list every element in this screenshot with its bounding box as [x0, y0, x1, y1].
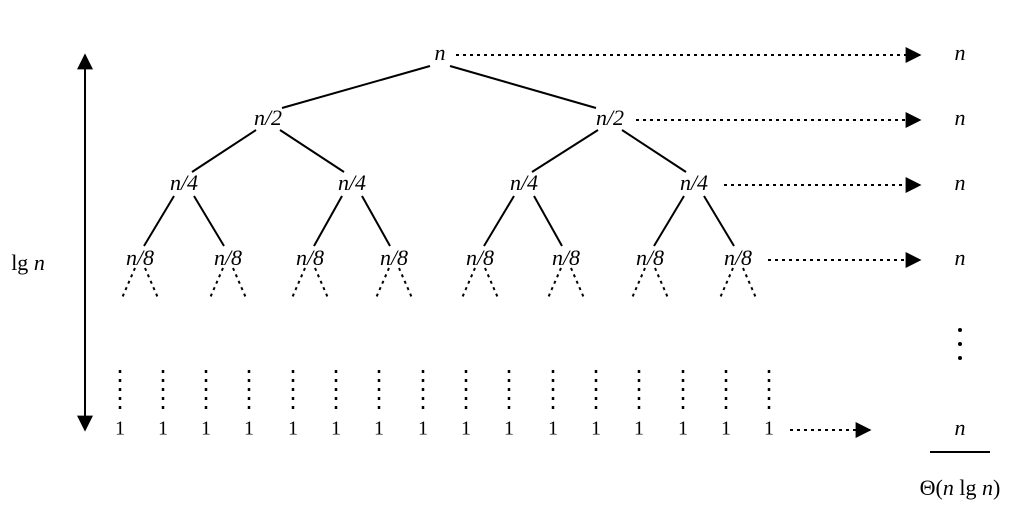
row-total: n: [955, 170, 966, 195]
tree-node: n/8: [636, 245, 664, 270]
row-total: n: [955, 105, 966, 130]
leaf-node: 1: [504, 418, 514, 440]
leaf-node: 1: [331, 418, 341, 440]
tree-node: n/2: [596, 105, 624, 130]
leaf-node: 1: [678, 418, 688, 440]
tree-node: n/4: [170, 170, 198, 195]
leaf-node: 1: [548, 418, 558, 440]
row-total: n: [955, 40, 966, 65]
leaf-node: 1: [158, 418, 168, 440]
tree-node: n/4: [338, 170, 366, 195]
tree-node: n/8: [126, 245, 154, 270]
tree-node: n/8: [296, 245, 324, 270]
row-total: n: [955, 245, 966, 270]
tree-node: n/8: [552, 245, 580, 270]
tree-node: n/8: [466, 245, 494, 270]
leaf-node: 1: [721, 418, 731, 440]
leaf-node: 1: [115, 418, 125, 440]
svg-text:lg n: lg n: [11, 250, 45, 275]
grand-total: Θ(n lg n): [920, 475, 1001, 500]
leaf-node: 1: [634, 418, 644, 440]
tree-node: n/4: [510, 170, 538, 195]
tree-node: n/8: [380, 245, 408, 270]
tree-node: n/8: [214, 245, 242, 270]
leaf-node: 1: [288, 418, 298, 440]
leaf-node: 1: [374, 418, 384, 440]
leaf-node: 1: [418, 418, 428, 440]
tree-node: n: [435, 40, 446, 65]
leaf-node: 1: [244, 418, 254, 440]
leaf-node: 1: [764, 418, 774, 440]
tree-node: n/2: [254, 105, 282, 130]
leaf-node: 1: [201, 418, 211, 440]
row-total: n: [955, 415, 966, 440]
recursion-tree-diagram: lg n n n/2 n/2 n/4 n/4 n/4 n/4 n/8 n/8 n/8 n/8 n/8 n/…: [0, 0, 1025, 521]
leaf-node: 1: [461, 418, 471, 440]
tree-node: n/8: [724, 245, 752, 270]
tree-node: n/4: [680, 170, 708, 195]
leaf-node: 1: [591, 418, 601, 440]
